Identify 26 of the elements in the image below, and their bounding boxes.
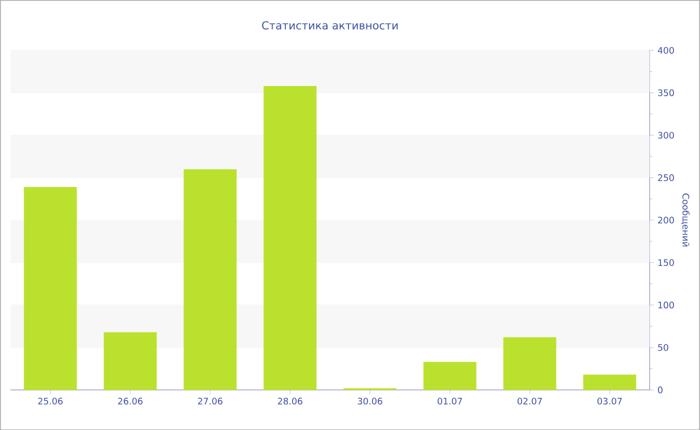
y-tick-label: 50 <box>658 344 668 351</box>
y-tick-label: 400 <box>658 46 674 54</box>
y-tick-label: 250 <box>658 174 674 181</box>
bar <box>423 362 476 390</box>
y-tick-label: 300 <box>658 132 674 138</box>
chart-title: Статистика активности <box>262 21 398 30</box>
y-tick-label: 350 <box>658 89 674 96</box>
y-tick-label: 200 <box>658 216 674 224</box>
y-tick-label: 150 <box>658 259 674 266</box>
x-tick-label: 27.06 <box>198 398 222 404</box>
y-tick-label: 100 <box>658 302 674 308</box>
y-axis-title: Сообщений <box>681 193 690 246</box>
bar <box>264 86 317 390</box>
y-tick-label: 0 <box>658 386 663 394</box>
x-tick-label: 03.07 <box>597 398 622 404</box>
x-tick-label: 01.07 <box>438 398 462 404</box>
bar <box>503 337 556 390</box>
x-tick-label: 26.06 <box>118 398 143 404</box>
x-tick-label: 30.06 <box>358 398 382 404</box>
x-tick-label: 25.06 <box>38 398 63 404</box>
bar <box>184 169 237 390</box>
x-tick-label: 02.07 <box>518 398 542 404</box>
bar <box>104 332 157 390</box>
x-tick-label: 28.06 <box>278 398 302 404</box>
bar <box>583 374 636 390</box>
bar <box>24 186 77 390</box>
